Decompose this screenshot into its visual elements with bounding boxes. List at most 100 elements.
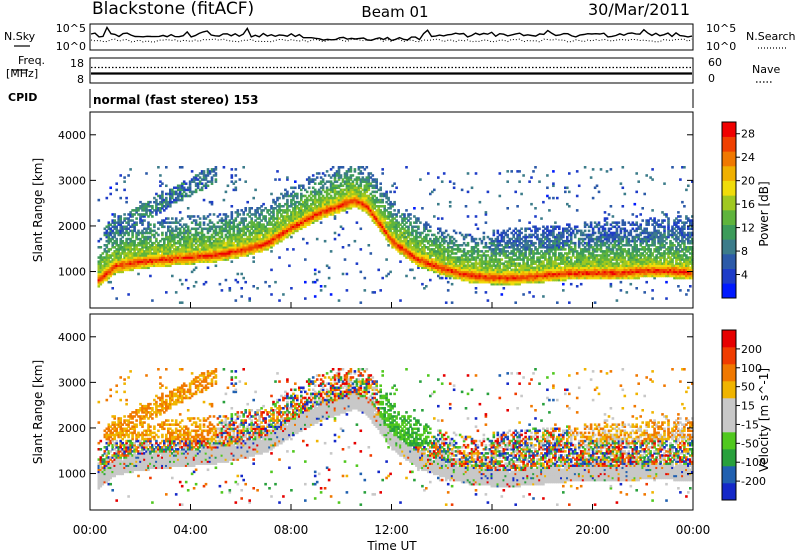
- power-cell: [381, 199, 384, 202]
- power-cell: [475, 223, 478, 226]
- power-cell: [123, 189, 126, 192]
- power-cell: [447, 281, 450, 284]
- power-cell: [286, 248, 289, 251]
- power-cell: [175, 291, 178, 294]
- power-cell: [278, 299, 281, 302]
- power-cell: [270, 293, 273, 296]
- power-cell: [514, 301, 517, 304]
- power-cell: [441, 277, 444, 280]
- power-cell: [389, 271, 392, 274]
- power-cell: [316, 238, 319, 241]
- power-cell: [447, 289, 450, 292]
- power-cell: [231, 260, 234, 263]
- power-cell: [151, 299, 154, 302]
- power-cell: [187, 287, 190, 290]
- power-cell: [528, 180, 531, 183]
- power-cell: [113, 213, 116, 216]
- power-cell: [501, 258, 504, 261]
- power-cell: [151, 205, 154, 208]
- power-cell: [429, 279, 432, 282]
- power-cell: [548, 197, 551, 200]
- power-cell: [403, 213, 406, 216]
- power-cell: [219, 213, 222, 216]
- power-cell: [516, 205, 519, 208]
- power-cell: [485, 242, 488, 245]
- power-cell: [316, 279, 319, 282]
- noise-tick-left-bottom: 10^0: [56, 40, 86, 53]
- power-cell: [246, 201, 249, 204]
- power-cell: [503, 287, 506, 290]
- power-cell: [268, 285, 271, 288]
- power-cell: [153, 223, 156, 226]
- power-cell: [463, 248, 466, 251]
- power-cell: [256, 287, 259, 290]
- power-cell: [296, 193, 299, 196]
- power-cell: [100, 246, 103, 249]
- power-cell: [393, 182, 396, 185]
- power-cell: [538, 180, 541, 183]
- power-cell: [417, 226, 420, 229]
- power-cell: [467, 242, 470, 245]
- power-cell: [109, 281, 112, 284]
- power-cell: [534, 207, 537, 210]
- power-cell: [352, 174, 355, 177]
- power-cell: [453, 182, 456, 185]
- power-cell: [528, 291, 531, 294]
- power-cell: [187, 226, 190, 229]
- power-cell: [215, 172, 218, 175]
- power-cell: [163, 226, 166, 229]
- power-cell: [127, 174, 130, 177]
- power-cell: [409, 221, 412, 224]
- power-cell: [546, 187, 549, 190]
- power-cell: [334, 215, 337, 218]
- power-cell: [264, 281, 267, 284]
- power-cell: [475, 238, 478, 241]
- power-cell: [485, 291, 488, 294]
- power-cell: [520, 232, 523, 235]
- power-cell: [383, 205, 386, 208]
- power-cell: [372, 174, 375, 177]
- freq-label-2: [MHz]: [6, 67, 38, 80]
- power-cell: [451, 283, 454, 286]
- power-cell: [354, 240, 357, 243]
- power-cell: [129, 168, 132, 171]
- power-cell: [485, 221, 488, 224]
- power-cell: [393, 191, 396, 194]
- power-cell: [219, 283, 222, 286]
- power-cell: [552, 170, 555, 173]
- power-cell: [320, 289, 323, 292]
- power-cell: [179, 211, 182, 214]
- power-cell: [314, 269, 317, 272]
- power-cell: [191, 170, 194, 173]
- power-cell: [451, 301, 454, 304]
- power-cell: [235, 168, 238, 171]
- power-cell: [98, 199, 101, 202]
- power-cell: [522, 293, 525, 296]
- power-cell: [314, 273, 317, 276]
- power-cell: [528, 221, 531, 224]
- power-cell: [179, 279, 182, 282]
- power-cell: [193, 215, 196, 218]
- power-cell: [385, 191, 388, 194]
- power-cell: [250, 217, 253, 220]
- power-cell: [576, 226, 579, 229]
- power-cell: [159, 174, 162, 177]
- power-cell: [149, 275, 152, 278]
- power-cell: [342, 246, 345, 249]
- power-cell: [467, 172, 470, 175]
- power-cell: [209, 213, 212, 216]
- power-cell: [348, 244, 351, 247]
- power-cell: [235, 180, 238, 183]
- nave-tick-right-top: 60: [708, 56, 722, 69]
- power-cell: [381, 277, 384, 280]
- noise-tick-right-top: 10^5: [706, 22, 736, 35]
- power-cell: [399, 299, 402, 302]
- power-cell: [389, 191, 392, 194]
- power-cell: [288, 265, 291, 268]
- power-cell: [111, 287, 114, 290]
- power-cell: [213, 213, 216, 216]
- power-cell: [171, 275, 174, 278]
- power-cell: [292, 248, 295, 251]
- power-cell: [155, 238, 158, 241]
- power-cell: [534, 166, 537, 169]
